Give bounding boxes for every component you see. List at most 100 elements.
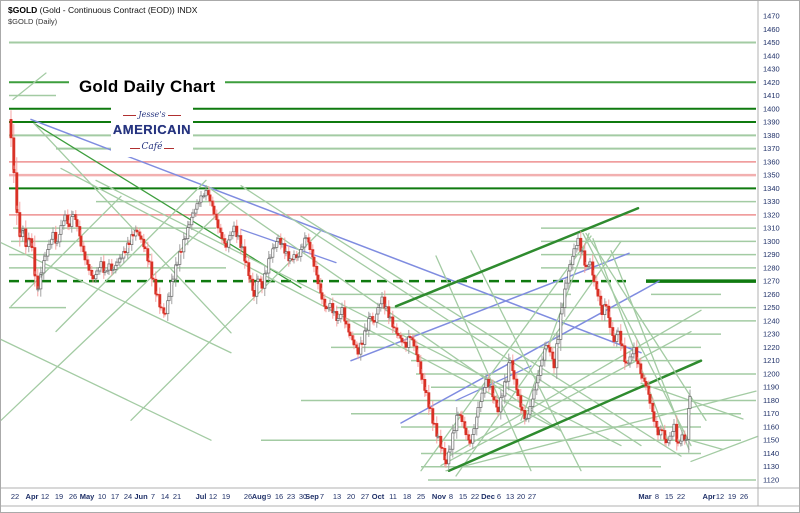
svg-text:18: 18: [403, 492, 411, 501]
svg-text:1170: 1170: [763, 409, 779, 418]
svg-text:19: 19: [222, 492, 230, 501]
svg-text:7: 7: [151, 492, 155, 501]
logo-cafe-text: Café: [129, 142, 175, 152]
svg-text:7: 7: [320, 492, 324, 501]
svg-text:1200: 1200: [763, 369, 780, 378]
chart-header: $GOLD (Gold - Continuous Contract (EOD))…: [8, 5, 201, 27]
svg-text:1450: 1450: [763, 38, 780, 47]
svg-text:1380: 1380: [763, 131, 780, 140]
svg-text:1320: 1320: [763, 210, 780, 219]
svg-text:1140: 1140: [763, 449, 779, 458]
svg-text:14: 14: [161, 492, 169, 501]
svg-text:1310: 1310: [763, 224, 780, 233]
svg-text:1440: 1440: [763, 51, 780, 60]
logo-americain-text: AMERICAIN: [112, 122, 192, 137]
svg-text:1430: 1430: [763, 65, 780, 74]
svg-text:27: 27: [528, 492, 536, 501]
logo-jesses-text: Jesse's: [123, 110, 181, 119]
svg-text:Nov: Nov: [432, 492, 447, 501]
svg-text:1270: 1270: [763, 277, 780, 286]
svg-text:Dec: Dec: [481, 492, 495, 501]
svg-text:Jun: Jun: [134, 492, 148, 501]
svg-text:1190: 1190: [763, 383, 779, 392]
svg-text:26: 26: [69, 492, 77, 501]
svg-text:12: 12: [209, 492, 217, 501]
svg-text:Jul: Jul: [196, 492, 207, 501]
svg-text:1290: 1290: [763, 250, 780, 259]
svg-text:1180: 1180: [763, 396, 779, 405]
svg-text:24: 24: [124, 492, 132, 501]
svg-text:22: 22: [11, 492, 19, 501]
svg-text:22: 22: [471, 492, 479, 501]
svg-text:19: 19: [55, 492, 63, 501]
svg-text:Oct: Oct: [372, 492, 385, 501]
svg-text:1390: 1390: [763, 118, 780, 127]
svg-text:1410: 1410: [763, 91, 780, 100]
svg-text:Apr: Apr: [26, 492, 39, 501]
ticker-symbol: $GOLD: [8, 5, 38, 15]
svg-text:12: 12: [716, 492, 724, 501]
header-line1: $GOLD (Gold - Continuous Contract (EOD))…: [8, 5, 197, 16]
svg-text:25: 25: [417, 492, 425, 501]
svg-text:1260: 1260: [763, 290, 780, 299]
svg-text:1370: 1370: [763, 144, 780, 153]
svg-text:1280: 1280: [763, 263, 780, 272]
svg-text:26: 26: [740, 492, 748, 501]
svg-text:8: 8: [655, 492, 659, 501]
svg-text:1120: 1120: [763, 475, 779, 484]
svg-text:1210: 1210: [763, 356, 780, 365]
y-axis-labels: 1470 1460 1450 1440 1430 1420 1410 1400 1390 1380…: [763, 12, 780, 485]
svg-text:1130: 1130: [763, 462, 779, 471]
svg-text:16: 16: [275, 492, 283, 501]
svg-text:10: 10: [98, 492, 106, 501]
chart-title: Gold Daily Chart: [69, 75, 226, 100]
svg-text:15: 15: [459, 492, 467, 501]
svg-text:Apr: Apr: [703, 492, 716, 501]
x-axis-labels: 22 Apr 12 19 26 May 10 17 24 Jun 7 14 21 Jul 12 19 26 Aug…: [11, 492, 748, 501]
svg-text:20: 20: [517, 492, 525, 501]
svg-text:1250: 1250: [763, 303, 780, 312]
svg-text:1460: 1460: [763, 25, 780, 34]
svg-text:12: 12: [41, 492, 49, 501]
svg-text:22: 22: [677, 492, 685, 501]
svg-text:1150: 1150: [763, 436, 779, 445]
svg-text:26: 26: [244, 492, 252, 501]
svg-text:1160: 1160: [763, 422, 779, 431]
svg-text:6: 6: [497, 492, 501, 501]
svg-text:1470: 1470: [763, 12, 780, 21]
svg-text:1300: 1300: [763, 237, 780, 246]
svg-text:11: 11: [389, 492, 397, 501]
svg-text:Aug: Aug: [252, 492, 267, 501]
svg-text:13: 13: [333, 492, 341, 501]
svg-text:17: 17: [111, 492, 119, 501]
ticker-description: (Gold - Continuous Contract (EOD)) INDX: [39, 5, 198, 15]
svg-text:21: 21: [173, 492, 181, 501]
svg-text:1220: 1220: [763, 343, 780, 352]
timeframe-label: $GOLD (Daily): [8, 16, 58, 26]
svg-text:1360: 1360: [763, 157, 780, 166]
svg-text:9: 9: [267, 492, 271, 501]
svg-text:15: 15: [665, 492, 673, 501]
svg-text:13: 13: [506, 492, 514, 501]
svg-text:1420: 1420: [763, 78, 780, 87]
svg-text:20: 20: [347, 492, 355, 501]
svg-text:27: 27: [361, 492, 369, 501]
svg-text:1230: 1230: [763, 330, 780, 339]
svg-text:1330: 1330: [763, 197, 780, 206]
svg-text:8: 8: [449, 492, 453, 501]
svg-text:Sep: Sep: [305, 492, 319, 501]
svg-text:May: May: [80, 492, 95, 501]
svg-text:30: 30: [299, 492, 307, 501]
cafe-logo: Jesse's AMERICAIN Café: [111, 102, 193, 157]
svg-text:Mar: Mar: [638, 492, 651, 501]
svg-text:19: 19: [728, 492, 736, 501]
svg-text:1400: 1400: [763, 104, 780, 113]
svg-text:1240: 1240: [763, 316, 780, 325]
trendlines-layer: [1, 72, 759, 477]
candles-layer: [9, 110, 692, 471]
svg-text:23: 23: [287, 492, 295, 501]
svg-text:1340: 1340: [763, 184, 780, 193]
svg-text:1350: 1350: [763, 171, 780, 180]
